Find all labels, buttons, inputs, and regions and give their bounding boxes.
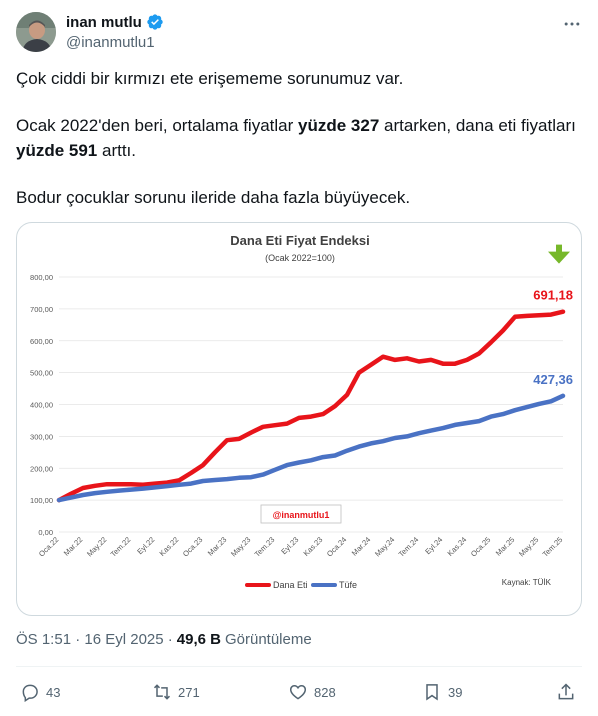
x-tick-label: Mar.23 xyxy=(206,535,229,558)
series-line-1 xyxy=(56,309,566,503)
x-tick-label: Mar.22 xyxy=(62,535,85,558)
x-tick-label: Eyl.22 xyxy=(135,535,156,556)
reply-button[interactable]: 43 xyxy=(20,680,60,704)
chart-source: Kaynak: TÜİK xyxy=(502,578,552,587)
x-tick-label: Oca.24 xyxy=(325,535,348,558)
x-tick-label: Eyl.24 xyxy=(423,535,444,556)
share-button[interactable] xyxy=(556,680,576,704)
y-tick-label: 800,00 xyxy=(30,273,53,282)
x-tick-label: Oca.22 xyxy=(37,535,60,558)
like-button[interactable]: 828 xyxy=(288,680,336,704)
reply-count: 43 xyxy=(46,684,61,700)
x-tick-label: May.24 xyxy=(373,535,396,558)
x-tick-label: Kas.24 xyxy=(446,535,469,558)
reply-icon xyxy=(22,684,38,702)
bookmark-icon xyxy=(426,684,438,701)
y-tick-label: 200,00 xyxy=(30,464,53,473)
tweet-header: inan mutlu @inanmutlu1 xyxy=(16,10,582,54)
legend-label: Dana Eti xyxy=(273,580,308,590)
x-tick-label: May.22 xyxy=(85,535,108,558)
more-horizontal-icon[interactable] xyxy=(562,14,582,34)
chart-title: Dana Eti Fiyat Endeksi xyxy=(230,233,369,248)
like-count: 828 xyxy=(314,684,336,700)
tweet-paragraph-2: Ocak 2022'den beri, ortalama fiyatlar yü… xyxy=(16,116,576,160)
y-tick-label: 300,00 xyxy=(30,432,53,441)
x-tick-label: Eyl.23 xyxy=(279,535,300,556)
x-tick-label: May.25 xyxy=(517,535,540,558)
y-tick-label: 100,00 xyxy=(30,496,53,505)
x-tick-label: Mar.25 xyxy=(494,535,517,558)
share-icon xyxy=(558,683,574,700)
tweet-paragraph-1: Çok ciddi bir kırmızı ete erişememe soru… xyxy=(16,69,404,88)
tweet-text: Çok ciddi bir kırmızı ete erişememe soru… xyxy=(16,66,582,210)
x-tick-label: Mar.24 xyxy=(350,535,373,558)
x-tick-label: Tem.24 xyxy=(397,535,421,559)
line-chart: Dana Eti Fiyat Endeksi (Ocak 2022=100) 0,0… xyxy=(30,233,573,590)
x-tick-label: May.23 xyxy=(229,535,252,558)
chart-subtitle: (Ocak 2022=100) xyxy=(265,253,335,263)
x-tick-label: Oca.25 xyxy=(469,535,492,558)
watermark-box xyxy=(260,504,342,524)
x-tick-label: Tem.23 xyxy=(253,535,277,559)
user-handle[interactable]: @inanmutlu1 xyxy=(66,34,155,51)
tweet-media-chart[interactable]: Dana Eti Fiyat Endeksi (Ocak 2022=100) 0,0… xyxy=(16,222,582,616)
series-end-label: 427,36 xyxy=(533,372,573,387)
y-tick-label: 400,00 xyxy=(30,401,53,410)
watermark-text: @inanmutlu1 xyxy=(273,510,330,520)
tweet-meta: ÖS 1:51 · 16 Eyl 2025 · 49,6 B Görüntüle… xyxy=(16,631,312,648)
legend-label: Tüfe xyxy=(339,580,357,590)
heart-icon xyxy=(289,684,307,700)
y-tick-label: 600,00 xyxy=(30,337,53,346)
name-row: inan mutlu xyxy=(66,13,164,31)
retweet-icon xyxy=(153,684,171,700)
bookmark-count: 39 xyxy=(448,684,463,700)
tweet-paragraph-3: Bodur çocuklar sorunu ileride daha fazla… xyxy=(16,188,411,207)
bookmark-button[interactable]: 39 xyxy=(422,680,462,704)
x-tick-label: Oca.23 xyxy=(181,535,204,558)
avatar[interactable] xyxy=(16,12,56,52)
retweet-button[interactable]: 271 xyxy=(152,680,200,704)
x-tick-label: Tem.22 xyxy=(109,535,133,559)
green-down-arrow-icon xyxy=(548,244,570,264)
tweet-timestamp[interactable]: ÖS 1:51 · 16 Eyl 2025 · xyxy=(16,631,173,648)
y-tick-label: 700,00 xyxy=(30,305,53,314)
verified-badge-icon xyxy=(147,14,163,30)
action-bar: 43 271 828 39 xyxy=(16,680,582,704)
x-tick-label: Tem.25 xyxy=(541,535,565,559)
views-label: Görüntüleme xyxy=(224,631,312,648)
avatar-image xyxy=(16,12,56,52)
display-name[interactable]: inan mutlu xyxy=(66,13,142,31)
series-line-2 xyxy=(56,393,566,503)
x-tick-label: Kas.22 xyxy=(158,535,181,558)
y-tick-label: 500,00 xyxy=(30,369,53,378)
views-count: 49,6 B xyxy=(176,631,221,648)
series-end-label: 691,18 xyxy=(533,288,573,303)
y-tick-label: 0,00 xyxy=(38,528,53,537)
retweet-count: 271 xyxy=(178,684,200,700)
x-tick-label: Kas.23 xyxy=(302,535,325,558)
divider xyxy=(16,666,582,667)
